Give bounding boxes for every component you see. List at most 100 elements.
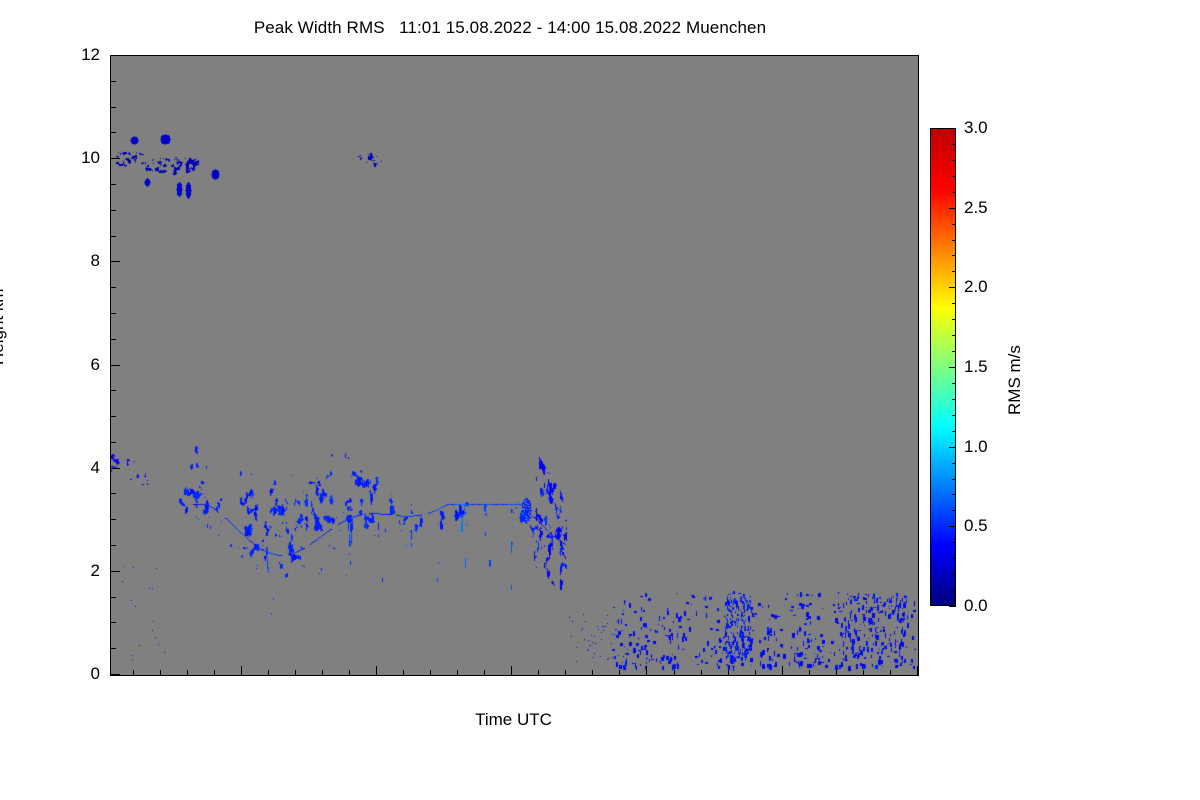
colorbar-label: RMS m/s	[1005, 345, 1024, 415]
x-axis-minor-tick	[701, 670, 702, 675]
colorbar-minor-tick	[952, 479, 956, 480]
x-axis-minor-tick	[565, 670, 566, 675]
colorbar-tick	[949, 526, 956, 527]
x-axis-minor-tick	[592, 670, 593, 675]
colorbar-minor-tick	[952, 144, 956, 145]
colorbar-minor-tick	[952, 351, 956, 352]
x-axis-tick	[241, 666, 242, 675]
y-axis-minor-tick	[111, 390, 116, 391]
x-axis-minor-tick	[268, 670, 269, 675]
y-axis-tick-label: 2	[90, 561, 100, 580]
x-axis-minor-tick	[809, 670, 810, 675]
colorbar-minor-tick	[952, 463, 956, 464]
colorbar-minor-tick	[952, 542, 956, 543]
colorbar-tick	[949, 447, 956, 448]
colorbar-tick	[949, 128, 956, 129]
x-axis-minor-tick	[295, 670, 296, 675]
y-axis-minor-tick	[111, 210, 116, 211]
x-axis-minor-tick	[863, 670, 864, 675]
y-axis-tick	[111, 365, 120, 366]
y-axis-minor-tick	[111, 184, 116, 185]
colorbar-minor-tick	[952, 335, 956, 336]
y-axis-minor-tick	[111, 442, 116, 443]
colorbar-minor-tick	[952, 271, 956, 272]
colorbar-tick-label: 0.0	[964, 596, 988, 615]
y-axis-minor-tick	[111, 81, 116, 82]
colorbar-tick	[949, 287, 956, 288]
colorbar-minor-tick	[952, 224, 956, 225]
y-axis-tick	[111, 571, 120, 572]
y-axis-minor-tick	[111, 493, 116, 494]
y-axis-tick	[111, 674, 120, 675]
x-axis-minor-tick	[214, 670, 215, 675]
colorbar-tick	[949, 367, 956, 368]
x-axis-minor-tick	[430, 670, 431, 675]
y-axis-minor-tick	[111, 597, 116, 598]
colorbar-minor-tick	[952, 399, 956, 400]
x-axis-tick	[646, 666, 647, 675]
colorbar-tick-label: 0.5	[964, 516, 988, 535]
y-axis-minor-tick	[111, 236, 116, 237]
heatmap-canvas	[111, 56, 918, 675]
colorbar-minor-tick	[952, 255, 956, 256]
y-axis-tick-label: 12	[81, 45, 100, 64]
y-axis-tick-label: 0	[90, 664, 100, 683]
colorbar-minor-tick	[952, 303, 956, 304]
colorbar-minor-tick	[952, 160, 956, 161]
y-axis-tick-label: 8	[90, 251, 100, 270]
x-axis-minor-tick	[890, 670, 891, 675]
colorbar-tick-label: 3.0	[964, 118, 988, 137]
colorbar-minor-tick	[952, 494, 956, 495]
page-title: Peak Width RMS 11:01 15.08.2022 - 14:00 …	[253, 18, 767, 37]
colorbar-minor-tick	[952, 383, 956, 384]
x-axis-minor-tick	[133, 670, 134, 675]
x-axis-minor-tick	[349, 670, 350, 675]
colorbar-tick	[949, 606, 956, 607]
x-axis-minor-tick	[403, 670, 404, 675]
colorbar-minor-tick	[952, 590, 956, 591]
colorbar-minor-tick	[952, 240, 956, 241]
x-axis-minor-tick	[619, 670, 620, 675]
colorbar-minor-tick	[952, 558, 956, 559]
plot-area	[110, 55, 919, 676]
x-axis-tick	[511, 666, 512, 675]
x-axis-label: Time UTC	[475, 710, 552, 729]
y-axis-tick	[111, 261, 120, 262]
x-axis-tick	[376, 666, 377, 675]
y-axis-minor-tick	[111, 648, 116, 649]
x-axis-minor-tick	[674, 670, 675, 675]
x-axis-minor-tick	[836, 670, 837, 675]
y-axis-minor-tick	[111, 132, 116, 133]
x-axis-minor-tick	[160, 670, 161, 675]
y-axis-tick	[111, 55, 120, 56]
colorbar-minor-tick	[952, 574, 956, 575]
colorbar-tick-label: 2.0	[964, 277, 988, 296]
x-axis-minor-tick	[728, 670, 729, 675]
colorbar-minor-tick	[952, 431, 956, 432]
x-axis-minor-tick	[755, 670, 756, 675]
colorbar-tick-label: 2.5	[964, 198, 988, 217]
colorbar-tick-label: 1.0	[964, 437, 988, 456]
y-axis-minor-tick	[111, 339, 116, 340]
y-axis-tick-label: 10	[81, 148, 100, 167]
x-axis-minor-tick	[538, 670, 539, 675]
colorbar-minor-tick	[952, 510, 956, 511]
y-axis-tick	[111, 158, 120, 159]
y-axis-tick	[111, 468, 120, 469]
x-axis-tick	[782, 666, 783, 675]
y-axis-tick-label: 4	[90, 458, 100, 477]
y-axis-minor-tick	[111, 287, 116, 288]
y-axis-minor-tick	[111, 622, 116, 623]
y-axis-minor-tick	[111, 519, 116, 520]
y-axis-tick-label: 6	[90, 355, 100, 374]
x-axis-minor-tick	[457, 670, 458, 675]
colorbar-minor-tick	[952, 176, 956, 177]
y-axis-minor-tick	[111, 416, 116, 417]
y-axis-label: Height km	[0, 288, 7, 365]
x-axis-minor-tick	[187, 670, 188, 675]
x-axis-minor-tick	[322, 670, 323, 675]
y-axis-minor-tick	[111, 107, 116, 108]
colorbar-tick	[949, 208, 956, 209]
colorbar-tick-label: 1.5	[964, 357, 988, 376]
